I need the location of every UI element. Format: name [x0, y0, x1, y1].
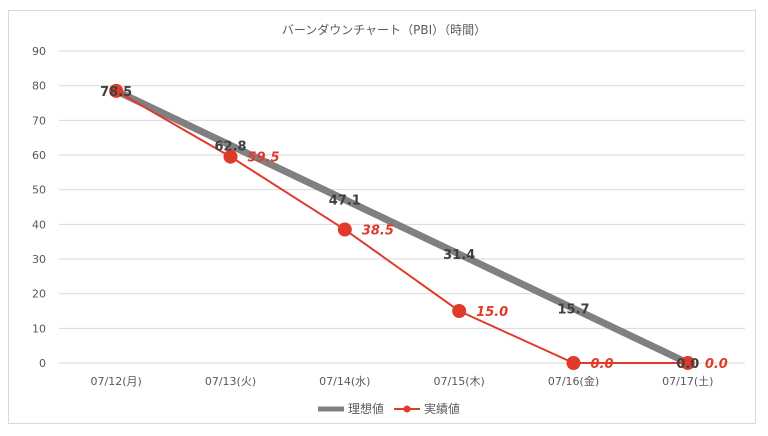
actual-point[interactable]: [337, 222, 352, 237]
legend-item-ideal[interactable]: 理想値: [318, 401, 384, 416]
actual-point[interactable]: [223, 149, 238, 164]
ideal-data-label: 62.8: [214, 139, 246, 154]
ideal-data-label: 47.1: [329, 194, 361, 209]
ideal-data-label: 31.4: [443, 248, 475, 263]
actual-point[interactable]: [109, 83, 124, 98]
actual-point[interactable]: [680, 356, 695, 370]
y-tick-label: 0: [39, 357, 46, 370]
y-axis: 0 10 20 30 40 50 60 70 80 90: [32, 45, 46, 370]
y-tick-label: 20: [32, 288, 46, 301]
y-tick-label: 50: [32, 184, 46, 197]
x-tick-label: 07/15(木): [434, 375, 485, 388]
actual-data-label: 38.5: [362, 224, 394, 239]
actual-data-label: 59.5: [248, 151, 280, 166]
ideal-data-label: 15.7: [557, 303, 589, 318]
y-tick-label: 80: [32, 80, 46, 93]
y-tick-label: 40: [32, 218, 46, 231]
chart-title: バーンダウンチャート（PBI）（時間）: [282, 22, 486, 37]
x-tick-label: 07/13(火): [205, 375, 256, 388]
ideal-data-label: 78.5: [100, 85, 132, 100]
series-actual: [109, 83, 695, 370]
legend-label-actual: 実績値: [424, 401, 460, 416]
y-tick-label: 90: [32, 45, 46, 58]
ideal-line: [114, 87, 690, 367]
y-tick-label: 70: [32, 114, 46, 127]
actual-data-label: 0.0: [705, 357, 728, 372]
series-ideal: [114, 87, 690, 367]
ideal-data-label: 0.0: [676, 357, 699, 372]
legend-item-actual[interactable]: 実績値: [394, 401, 460, 416]
actual-data-label: 15.0: [476, 305, 508, 320]
data-labels: 78.5 62.8 47.1 31.4 15.7 0.0 59.5 38.5 15.0 0.0 0.…: [100, 85, 728, 372]
legend-label-ideal: 理想値: [348, 401, 384, 416]
grid-lines: [59, 50, 745, 364]
y-tick-label: 60: [32, 149, 46, 162]
y-tick-label: 10: [32, 322, 46, 335]
legend-marker-actual: [403, 405, 411, 413]
x-tick-label: 07/17(土): [662, 375, 713, 388]
x-tick-label: 07/12(月): [91, 375, 142, 388]
x-axis: 07/12(月) 07/13(火) 07/14(水) 07/15(木) 07/16(金)…: [91, 374, 714, 388]
y-tick-label: 30: [32, 253, 46, 266]
x-tick-label: 07/14(水): [319, 375, 370, 388]
legend[interactable]: 理想値 実績値: [318, 401, 460, 416]
actual-point[interactable]: [452, 304, 467, 318]
actual-point[interactable]: [566, 356, 581, 370]
actual-line: [115, 90, 688, 364]
x-tick-label: 07/16(金): [548, 374, 599, 388]
actual-data-label: 0.0: [591, 357, 614, 372]
